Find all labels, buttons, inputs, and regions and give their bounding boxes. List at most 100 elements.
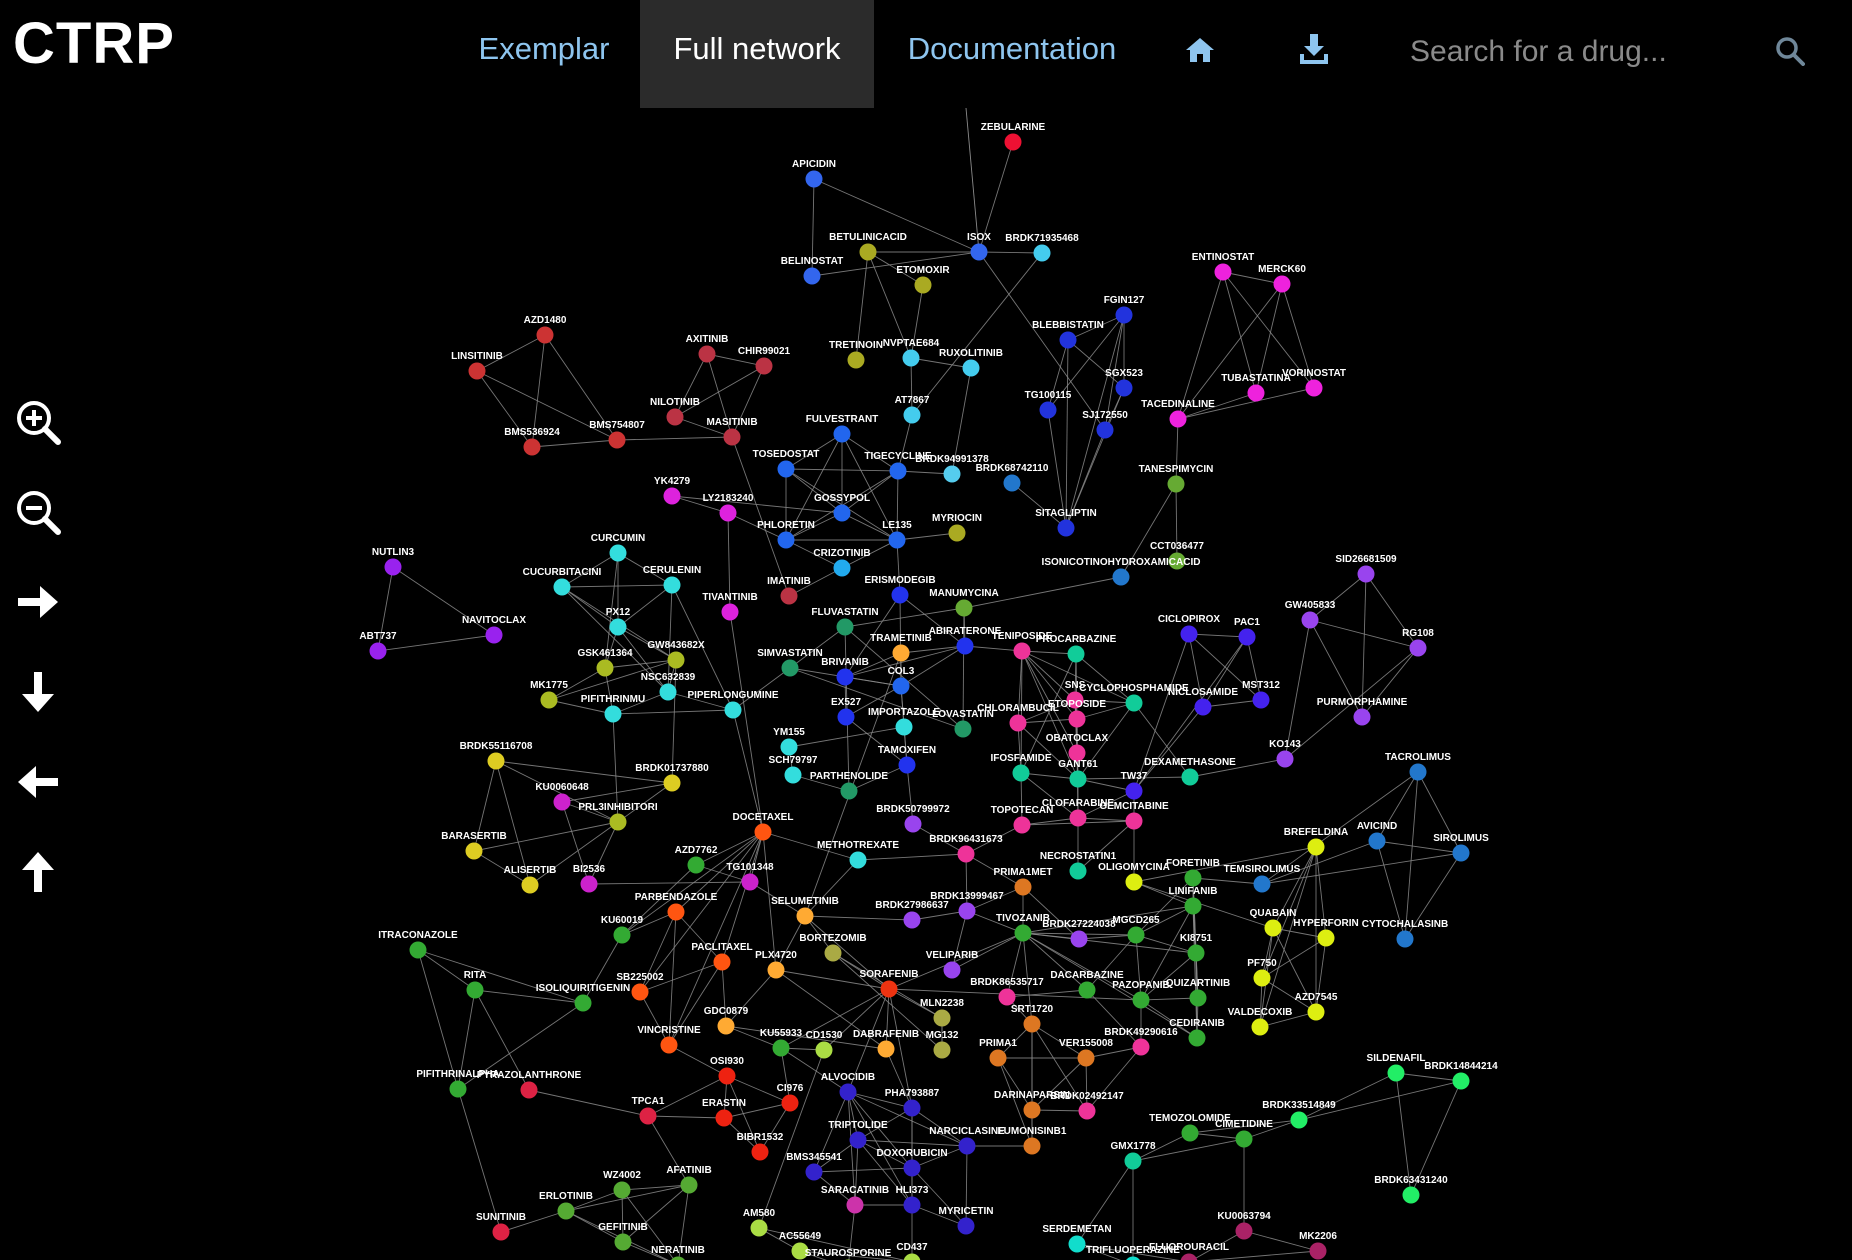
home-icon[interactable] [1184,34,1216,66]
drug-node-myricetin[interactable]: MYRICETIN [939,1206,994,1235]
drug-node-dot[interactable] [1253,969,1271,987]
drug-node-brdk01737880[interactable]: BRDK01737880 [635,763,709,792]
drug-node-vincristine[interactable]: VINCRISTINE [637,1025,701,1054]
drug-node-dot[interactable] [485,626,503,644]
drug-node-saracatinib[interactable]: SARACATINIB [821,1185,889,1214]
drug-node-hli373[interactable]: HLI373 [896,1185,929,1214]
drug-node-mst312[interactable]: MST312 [1242,680,1280,709]
drug-node-mk1775[interactable]: MK1775 [530,680,568,709]
drug-node-dot[interactable] [903,1159,921,1177]
drug-node-brdk14844214[interactable]: BRDK14844214 [1424,1061,1498,1090]
drug-node-hyperforin[interactable]: HYPERFORIN [1293,918,1359,947]
drug-node-dot[interactable] [557,1202,575,1220]
drug-node-dot[interactable] [384,558,402,576]
drug-node-brdk55116708[interactable]: BRDK55116708 [460,741,533,770]
drug-node-obatoclax[interactable]: OBATOCLAX [1046,733,1109,762]
drug-node-barasertib[interactable]: BARASERTIB [441,831,507,860]
drug-node-tanespimycin[interactable]: TANESPIMYCIN [1139,464,1214,493]
drug-node-dot[interactable] [687,856,705,874]
drug-node-dot[interactable] [989,1049,1007,1067]
drug-node-dot[interactable] [933,1041,951,1059]
drug-node-dot[interactable] [1409,763,1427,781]
drug-node-dot[interactable] [596,659,614,677]
drug-node-fluorouracil[interactable]: FLUOROURACIL [1149,1242,1229,1260]
drug-node-dot[interactable] [859,243,877,261]
drug-node-sb225002[interactable]: SB225002 [616,972,664,1001]
app-logo[interactable]: CTRP [13,11,175,76]
drug-node-dot[interactable] [1078,1102,1096,1120]
drug-node-dot[interactable] [805,170,823,188]
drug-node-dot[interactable] [1068,710,1086,728]
drug-node-dot[interactable] [943,465,961,483]
drug-node-dot[interactable] [903,1099,921,1117]
drug-node-itraconazole[interactable]: ITRACONAZOLE [378,930,458,959]
drug-node-dot[interactable] [520,1081,538,1099]
drug-node-valdecoxib[interactable]: VALDECOXIB [1228,1007,1293,1036]
drug-node-trifluoperazine[interactable]: TRIFLUOPERAZINE [1086,1245,1180,1260]
drug-node-dot[interactable] [1273,275,1291,293]
drug-node-cucurbitacini[interactable]: CUCURBITACINI [523,567,602,596]
drug-node-dot[interactable] [721,603,739,621]
drug-node-dot[interactable] [754,823,772,841]
drug-node-dot[interactable] [1066,691,1084,709]
drug-node-pf750[interactable]: PF750 [1247,958,1277,987]
drug-node-necrostatin1[interactable]: NECROSTATIN1 [1040,851,1117,880]
drug-node-dot[interactable] [1132,991,1150,1009]
drug-node-dot[interactable] [521,876,539,894]
drug-node-dot[interactable] [943,961,961,979]
drug-node-ifosfamide[interactable]: IFOSFAMIDE [990,753,1052,782]
drug-node-gemcitabine[interactable]: GEMCITABINE [1099,801,1169,830]
drug-node-dot[interactable] [1127,926,1145,944]
drug-node-blebbistatin[interactable]: BLEBBISTATIN [1032,320,1104,349]
drug-node-dot[interactable] [536,326,554,344]
drug-node-chir99021[interactable]: CHIR99021 [738,346,791,375]
drug-node-brdk63431240[interactable]: BRDK63431240 [1374,1175,1448,1204]
drug-node-dot[interactable] [1309,1242,1327,1260]
drug-node-ki8751[interactable]: KI8751 [1180,933,1213,962]
drug-node-dot[interactable] [1264,919,1282,937]
drug-node-merck60[interactable]: MERCK60 [1258,264,1306,293]
drug-node-dot[interactable] [1033,244,1051,262]
drug-node-dot[interactable] [780,738,798,756]
drug-node-dot[interactable] [833,504,851,522]
drug-node-dot[interactable] [1125,812,1143,830]
drug-node-tivozanib[interactable]: TIVOZANIB [996,913,1050,942]
drug-node-dot[interactable] [609,618,627,636]
drug-node-dot[interactable] [663,774,681,792]
drug-node-gw843682x[interactable]: GW843682X [647,640,705,669]
drug-node-dot[interactable] [1004,133,1022,151]
drug-node-imatinib[interactable]: IMATINIB [767,576,811,605]
drug-node-dot[interactable] [888,531,906,549]
drug-node-tpca1[interactable]: TPCA1 [632,1096,665,1125]
drug-node-dot[interactable] [1452,844,1470,862]
drug-node-dot[interactable] [468,362,486,380]
drug-node-tivantinib[interactable]: TIVANTINIB [702,592,758,621]
drug-node-dot[interactable] [837,708,855,726]
drug-node-col3[interactable]: COL3 [888,666,915,695]
tab-documentation[interactable]: Documentation [907,31,1117,66]
drug-node-apicidin[interactable]: APICIDIN [792,159,836,188]
drug-node-dot[interactable] [1125,782,1143,800]
drug-node-avicind[interactable]: AVICIND [1357,821,1397,850]
drug-node-brdk27986637[interactable]: BRDK27986637 [875,900,949,929]
drug-node-dot[interactable] [780,587,798,605]
drug-node-myriocin[interactable]: MYRIOCIN [932,513,982,542]
drug-node-dot[interactable] [1125,1256,1142,1260]
drug-node-dot[interactable] [895,718,913,736]
drug-node-dot[interactable] [659,683,677,701]
drug-node-dot[interactable] [1238,628,1256,646]
drug-node-brdk27224038[interactable]: BRDK27224038 [1042,919,1116,948]
drug-node-pyrazolanthrone[interactable]: PYRAZOLANTHRONE [477,1070,582,1099]
drug-node-zebularine[interactable]: ZEBULARINE [981,122,1046,151]
drug-node-dot[interactable] [1014,878,1032,896]
drug-node-isonicotinohydroxamicacid[interactable]: ISONICOTINOHYDROXAMICACID [1042,557,1201,586]
drug-node-dot[interactable] [1251,1018,1269,1036]
drug-node-dot[interactable] [660,1036,678,1054]
drug-node-px12[interactable]: PX12 [606,607,631,636]
drug-node-brivanib[interactable]: BRIVANIB [821,657,869,686]
drug-node-entinostat[interactable]: ENTINOSTAT [1192,252,1254,281]
drug-node-ku0063794[interactable]: KU0063794 [1217,1211,1271,1240]
drug-node-dot[interactable] [1353,708,1371,726]
drug-node-dot[interactable] [892,677,910,695]
drug-node-ac55649[interactable]: AC55649 [779,1231,822,1260]
